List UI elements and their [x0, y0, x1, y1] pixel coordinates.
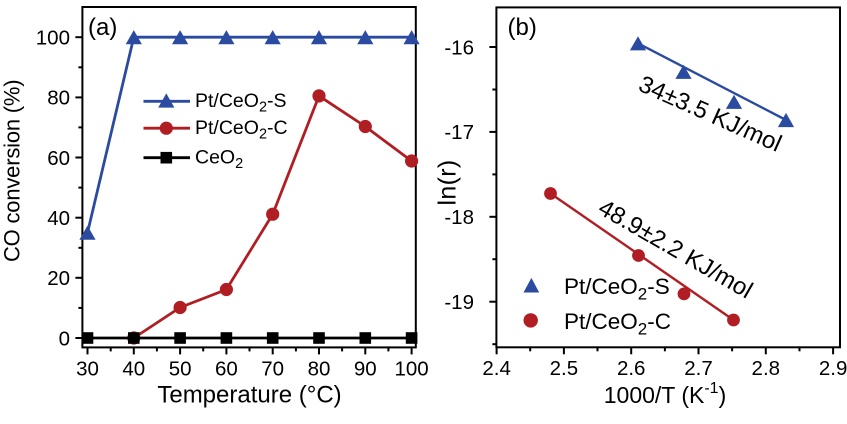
svg-text:CeO2: CeO2 [195, 147, 243, 173]
svg-text:20: 20 [47, 267, 70, 290]
svg-text:Pt/CeO2-S: Pt/CeO2-S [564, 274, 670, 304]
svg-text:2.7: 2.7 [684, 357, 713, 380]
svg-text:-18: -18 [444, 206, 474, 229]
svg-text:-17: -17 [444, 121, 474, 144]
svg-text:100: 100 [394, 357, 428, 380]
svg-text:ln(r): ln(r) [434, 160, 462, 206]
svg-text:80: 80 [308, 357, 331, 380]
svg-text:-16: -16 [444, 36, 474, 59]
svg-text:2.4: 2.4 [482, 357, 511, 380]
svg-text:(a): (a) [88, 14, 117, 41]
svg-text:2.8: 2.8 [752, 357, 781, 380]
svg-text:70: 70 [261, 357, 284, 380]
svg-text:Pt/CeO2-C: Pt/CeO2-C [195, 117, 288, 143]
svg-text:30: 30 [76, 357, 99, 380]
svg-text:2.5: 2.5 [550, 357, 579, 380]
svg-text:60: 60 [47, 147, 70, 170]
svg-text:40: 40 [47, 207, 70, 230]
svg-text:100: 100 [36, 27, 70, 50]
svg-text:CO conversion (%): CO conversion (%) [0, 80, 24, 262]
svg-text:Pt/CeO2-C: Pt/CeO2-C [564, 309, 671, 339]
svg-text:60: 60 [215, 357, 238, 380]
svg-text:50: 50 [169, 357, 192, 380]
svg-text:(b): (b) [508, 14, 537, 41]
svg-text:0: 0 [59, 327, 70, 350]
svg-text:2.6: 2.6 [617, 357, 646, 380]
svg-text:40: 40 [122, 357, 145, 380]
svg-text:Pt/CeO2-S: Pt/CeO2-S [195, 90, 287, 116]
svg-text:-19: -19 [444, 291, 474, 314]
svg-text:90: 90 [354, 357, 377, 380]
svg-text:2.9: 2.9 [819, 357, 847, 380]
svg-text:80: 80 [47, 87, 70, 110]
svg-text:Temperature (°C): Temperature (°C) [157, 382, 341, 409]
